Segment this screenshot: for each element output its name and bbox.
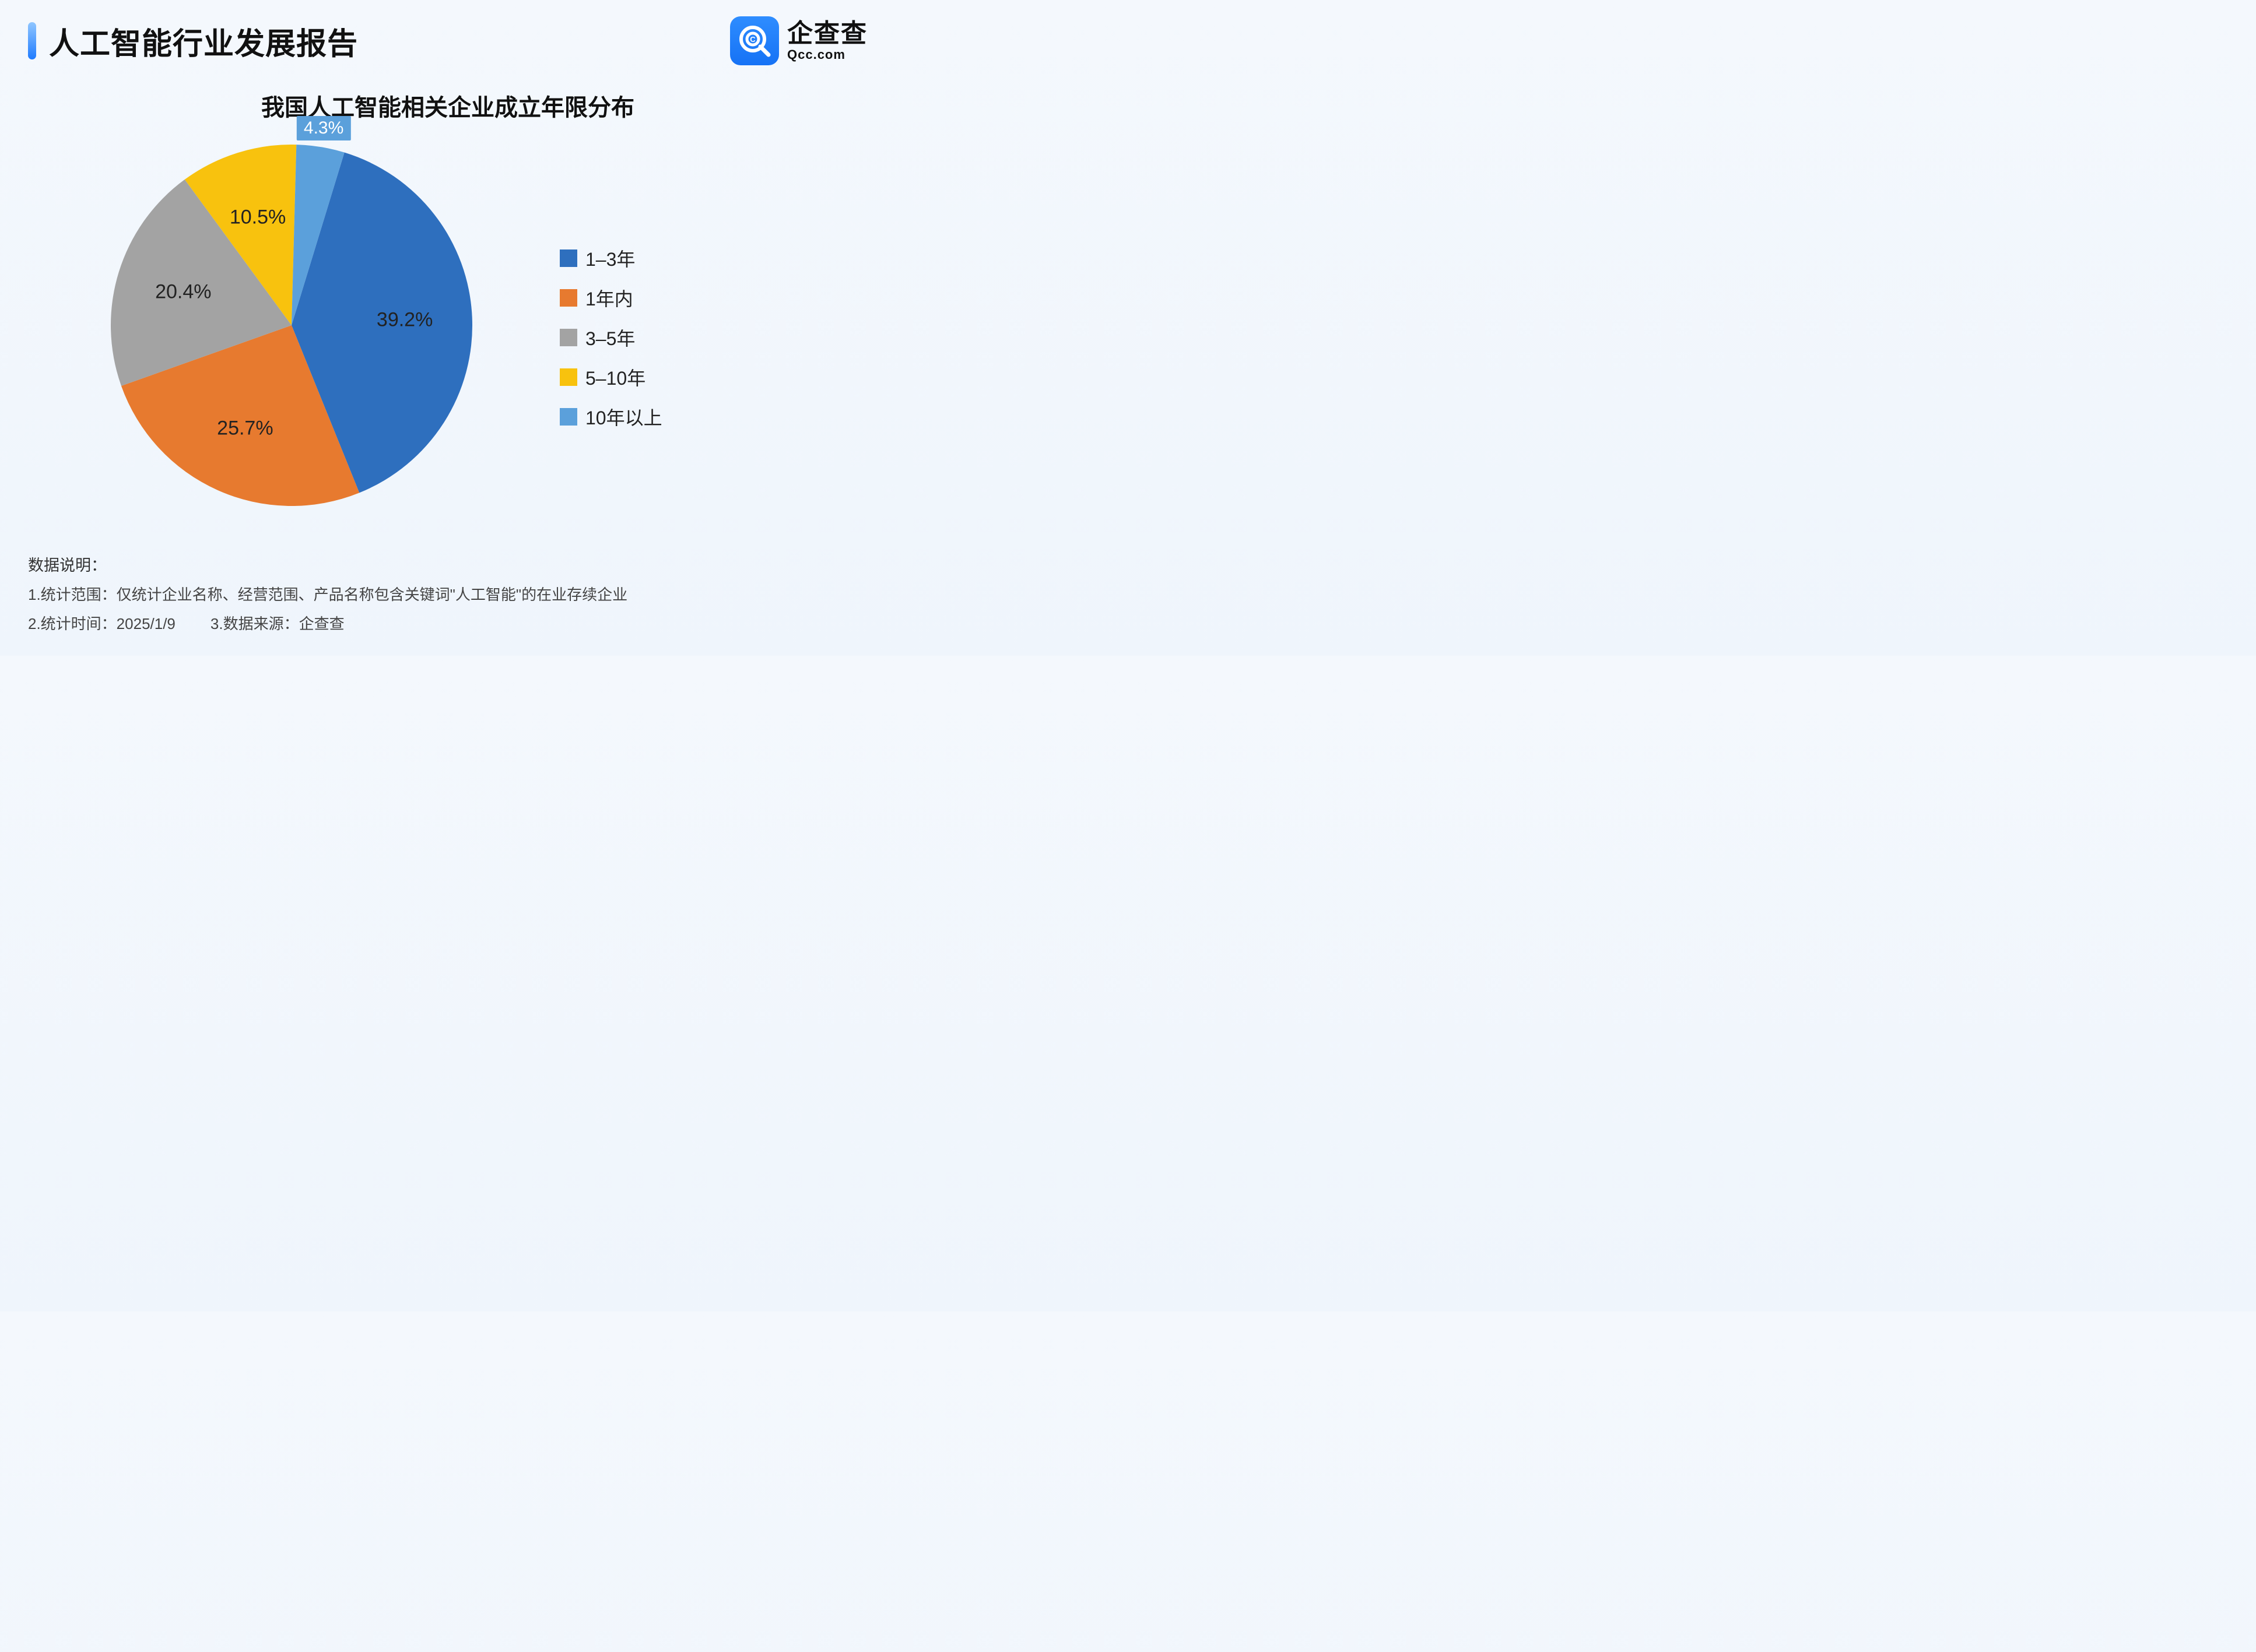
legend-swatch	[560, 408, 577, 426]
pie-pct-label: 4.3%	[297, 116, 350, 140]
brand-icon: C	[730, 16, 779, 65]
footer-notes: 数据说明： 1.统计范围：仅统计企业名称、经营范围、产品名称包含关键词"人工智能…	[28, 551, 868, 638]
legend-item: 1年内	[560, 284, 662, 311]
footer-line-2b: 3.数据来源：企查查	[210, 610, 345, 638]
pie-pct-label: 25.7%	[217, 417, 273, 440]
brand-name-cn: 企查查	[787, 20, 868, 47]
legend-item: 1–3年	[560, 245, 662, 272]
legend-swatch	[560, 329, 577, 346]
legend-swatch	[560, 368, 577, 386]
title-accent-bar	[28, 22, 36, 59]
pie-pct-label: 10.5%	[230, 206, 286, 229]
brand-name-en: Qcc.com	[787, 48, 868, 61]
legend-label: 3–5年	[585, 324, 635, 351]
legend-label: 1年内	[585, 284, 633, 311]
legend-swatch	[560, 249, 577, 267]
brand-text: 企查查 Qcc.com	[787, 20, 868, 61]
legend-swatch	[560, 289, 577, 307]
legend-item: 3–5年	[560, 324, 662, 351]
title-wrap: 人工智能行业发展报告	[28, 19, 358, 63]
brand-logo: C 企查查 Qcc.com	[730, 16, 868, 65]
svg-text:C: C	[750, 35, 756, 44]
pie-pct-label: 20.4%	[155, 280, 211, 303]
footer-line-2a: 2.统计时间：2025/1/9	[28, 610, 176, 638]
page-title: 人工智能行业发展报告	[49, 19, 358, 63]
legend-label: 5–10年	[585, 364, 645, 391]
footer-heading: 数据说明：	[28, 551, 868, 581]
legend-label: 10年以上	[585, 403, 662, 430]
header: 人工智能行业发展报告 C 企查查 Qcc.com	[0, 0, 896, 71]
legend: 1–3年 1年内 3–5年 5–10年 10年以上	[560, 245, 662, 430]
legend-label: 1–3年	[585, 245, 635, 272]
pie-pct-label: 39.2%	[377, 309, 433, 332]
chart-title: 我国人工智能相关企业成立年限分布	[0, 89, 896, 122]
legend-item: 10年以上	[560, 403, 662, 430]
legend-item: 5–10年	[560, 364, 662, 391]
pie-chart: 39.2%25.7%20.4%10.5%4.3% 1–3年1年内3–5年5–10…	[0, 128, 896, 536]
footer-line-1: 1.统计范围：仅统计企业名称、经营范围、产品名称包含关键词"人工智能"的在业存续…	[28, 581, 868, 609]
